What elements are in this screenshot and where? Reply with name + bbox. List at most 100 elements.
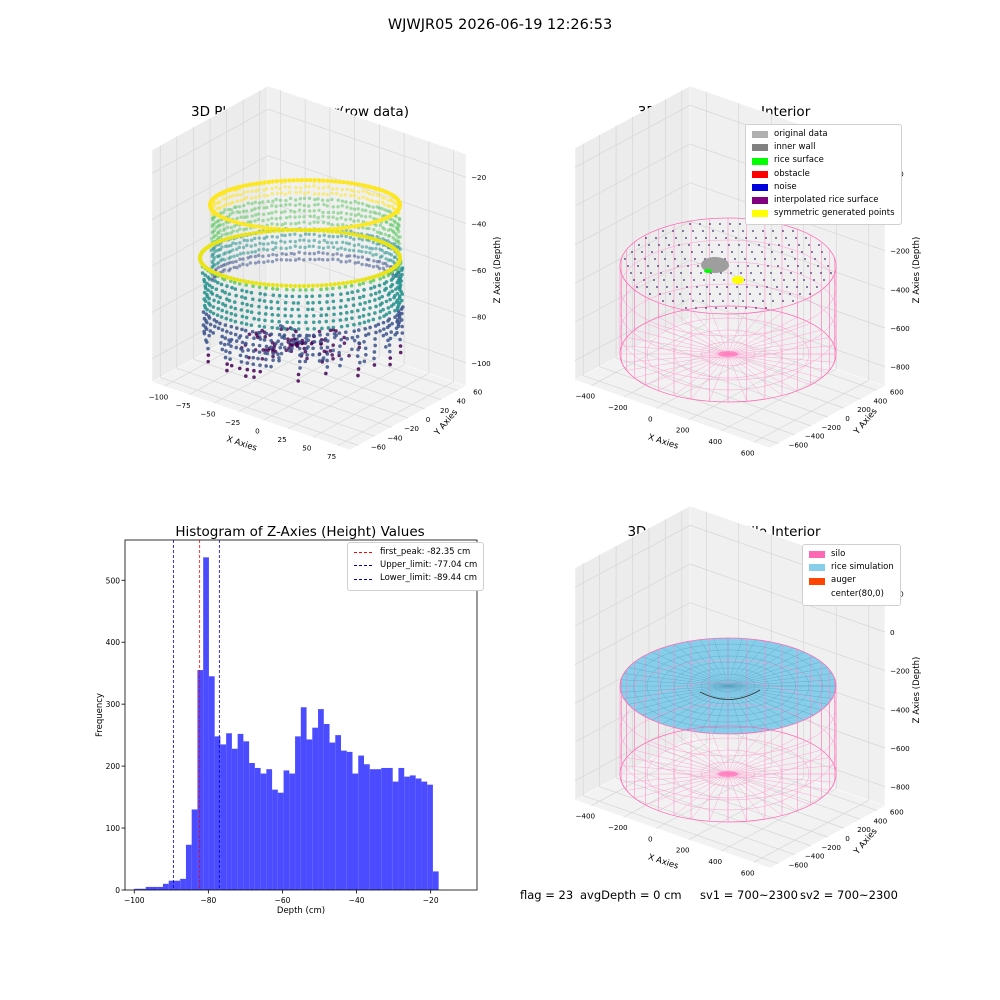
- plot1-point: [331, 299, 336, 304]
- plot1-point: [366, 332, 371, 336]
- plot1-point: [308, 257, 312, 262]
- plot1-point: [302, 215, 306, 219]
- plot2-point: [672, 300, 674, 302]
- plot1-point: [385, 250, 389, 255]
- plot1-point: [302, 258, 306, 262]
- plot1-point: [336, 257, 340, 262]
- plot1-x-tick-label: −25: [225, 418, 240, 427]
- plot1-point: [321, 258, 325, 262]
- plot2-point: [624, 258, 626, 260]
- histogram-legend: first_peak: -82.35 cm Upper_limit: -77.0…: [347, 542, 485, 591]
- plot1-point: [357, 341, 361, 345]
- plot1-point: [317, 320, 322, 324]
- plot2-point: [683, 279, 685, 281]
- plot1-point: [360, 262, 364, 267]
- plot1-point: [270, 204, 274, 208]
- plot4-rice-mesh-spoke: [727, 685, 833, 699]
- plot1-point: [349, 181, 354, 186]
- plot1-point: [343, 193, 347, 197]
- plot1-point: [325, 178, 330, 183]
- plot1-point: [240, 295, 244, 299]
- plot2-point: [699, 223, 701, 225]
- plot1-point: [223, 303, 228, 308]
- plot1-point: [269, 299, 273, 304]
- plot1-point: [280, 233, 284, 237]
- plot1-point: [238, 252, 243, 256]
- plot1-point: [400, 268, 404, 272]
- plot1-point: [275, 287, 280, 292]
- plot2-point: [783, 279, 785, 281]
- plot1-point: [288, 239, 293, 244]
- plot1-point: [275, 235, 279, 239]
- plot1-point: [220, 334, 224, 339]
- plot1-point: [201, 323, 206, 327]
- plot1-point: [241, 251, 246, 255]
- histogram-bar: [231, 748, 238, 890]
- plot1-point: [206, 359, 210, 364]
- plot1-point: [284, 215, 289, 220]
- plot1-point: [353, 199, 358, 204]
- plot1-point: [325, 352, 330, 356]
- plot1-y-tick-label: 0: [426, 415, 431, 424]
- plot1-point: [223, 244, 228, 249]
- plot1-point: [308, 221, 312, 226]
- plot1-point: [362, 359, 367, 364]
- plot2-point: [793, 279, 795, 281]
- plot1-point: [269, 364, 273, 369]
- plot1-point: [245, 215, 249, 219]
- plot4-y-tick-label: 400: [873, 816, 887, 825]
- plot1-z-gridline: [151, 248, 467, 317]
- plot1-point: [308, 251, 312, 256]
- plot1-point: [297, 215, 302, 219]
- plot1-point: [281, 228, 286, 233]
- plot2-point: [715, 237, 717, 239]
- plot1-point: [352, 181, 357, 186]
- plot1-point: [312, 339, 317, 344]
- plot1-point: [227, 298, 232, 303]
- plot2-point: [663, 279, 665, 281]
- plot4-rice-mesh-spoke: [651, 685, 729, 721]
- plot1-point: [367, 204, 371, 208]
- plot4-rice-mesh-spoke: [673, 685, 729, 728]
- histogram-bar: [254, 767, 261, 890]
- plot1-point: [248, 261, 253, 265]
- plot1-point: [261, 242, 266, 246]
- plot1-point: [275, 191, 280, 195]
- histogram-bar: [381, 767, 387, 890]
- plot1-point: [262, 299, 267, 303]
- plot1-point: [279, 246, 283, 250]
- plot1-point: [349, 201, 353, 205]
- histogram-y-tick-label: 500: [106, 576, 121, 585]
- plot1-point: [338, 305, 343, 309]
- plot1-point: [284, 348, 289, 353]
- plot2-point: [760, 272, 762, 274]
- plot1-point: [218, 321, 222, 326]
- plot2-y-gridline: [681, 322, 877, 391]
- plot1-point: [349, 206, 353, 211]
- histogram-bar: [409, 775, 416, 890]
- plot1-point: [220, 245, 224, 249]
- plot2-point: [670, 272, 672, 274]
- plot1-point: [295, 177, 300, 183]
- plot1-point: [350, 347, 354, 352]
- plot1-point: [274, 217, 278, 221]
- plot4-rice-mesh-spoke: [651, 651, 729, 687]
- plot1-point: [249, 303, 254, 308]
- plot1-point: [290, 327, 294, 331]
- plot1-point: [253, 224, 258, 229]
- plot1-point: [263, 229, 269, 234]
- plot1-point: [262, 325, 267, 329]
- plot2-point: [654, 258, 656, 260]
- plot1-point: [325, 358, 329, 363]
- plot2-silo-spoke: [621, 353, 729, 363]
- plot4-rice-mesh-spoke: [727, 641, 770, 687]
- plot2-point: [696, 286, 698, 288]
- legend-label: auger: [831, 575, 856, 586]
- legend-line: [354, 578, 372, 580]
- plot1-point: [276, 306, 281, 311]
- plot1-point: [227, 292, 232, 296]
- plot1-point: [325, 252, 330, 256]
- plot1-point: [218, 205, 222, 209]
- plot2-point: [665, 237, 667, 239]
- plot1-x-tick-label: −100: [149, 392, 169, 401]
